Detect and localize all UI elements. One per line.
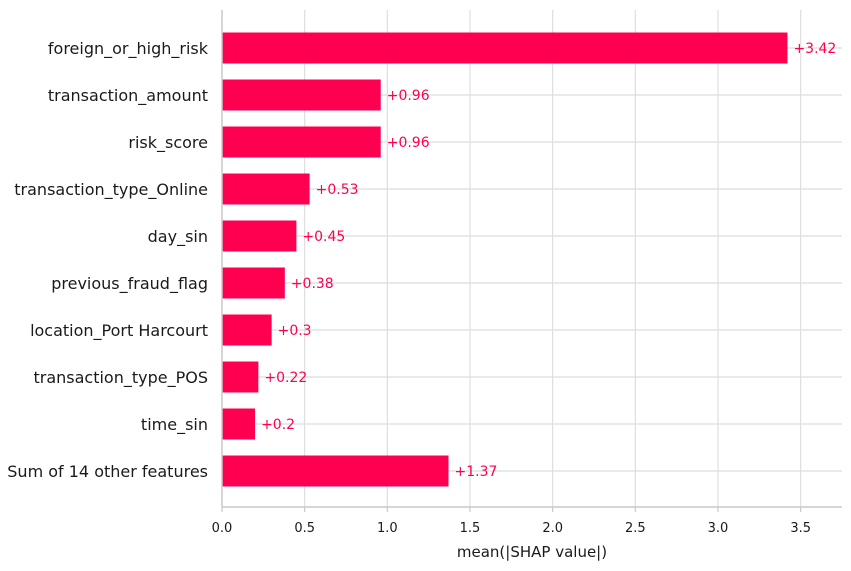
value-label: +0.2	[261, 417, 295, 433]
bar	[222, 79, 381, 111]
x-tick-label: 0.0	[212, 521, 233, 536]
x-tick-label: 1.5	[460, 521, 481, 536]
value-label: +0.96	[387, 88, 430, 104]
bar	[222, 32, 788, 64]
bars	[222, 32, 788, 487]
feature-label: transaction_type_Online	[14, 180, 208, 200]
value-label: +1.37	[455, 464, 498, 480]
x-tick-label: 1.0	[377, 521, 398, 536]
value-label: +0.45	[302, 229, 345, 245]
x-axis-title: mean(|SHAP value|)	[457, 543, 607, 561]
bar	[222, 267, 285, 299]
x-tick-label: 3.5	[790, 521, 811, 536]
feature-label: foreign_or_high_risk	[48, 39, 209, 59]
x-tick-label: 0.5	[294, 521, 315, 536]
feature-label: transaction_amount	[48, 86, 208, 106]
grid-lines	[222, 10, 842, 507]
x-tick-label: 2.5	[625, 521, 646, 536]
bar	[222, 455, 449, 487]
bar	[222, 220, 297, 252]
value-label: +0.22	[264, 370, 307, 386]
feature-label: risk_score	[128, 133, 208, 153]
value-label: +0.53	[316, 182, 359, 198]
value-label: +0.38	[291, 276, 334, 292]
feature-label: time_sin	[141, 415, 208, 435]
feature-label: day_sin	[148, 227, 208, 247]
bar	[222, 408, 256, 440]
value-label: +0.3	[278, 323, 312, 339]
feature-label: transaction_type_POS	[33, 368, 208, 388]
value-labels: +3.42 +0.96 +0.96 +0.53 +0.45 +0.38 +0.3 +0.22 +…	[261, 41, 836, 480]
bar	[222, 173, 310, 205]
x-axis-ticks: 0.0 0.5 1.0 1.5 2.0 2.5 3.0 3.5	[212, 507, 811, 536]
feature-label: location_Port Harcourt	[30, 321, 208, 341]
feature-label: previous_fraud_flag	[51, 274, 208, 294]
value-label: +3.42	[793, 41, 836, 57]
value-label: +0.96	[387, 135, 430, 151]
bar	[222, 126, 381, 158]
x-tick-label: 2.0	[542, 521, 563, 536]
bar	[222, 361, 259, 393]
feature-labels: foreign_or_high_risk transaction_amountri…	[7, 39, 208, 481]
x-tick-label: 3.0	[708, 521, 729, 536]
bar	[222, 314, 272, 346]
feature-label: Sum of 14 other features	[7, 462, 208, 481]
